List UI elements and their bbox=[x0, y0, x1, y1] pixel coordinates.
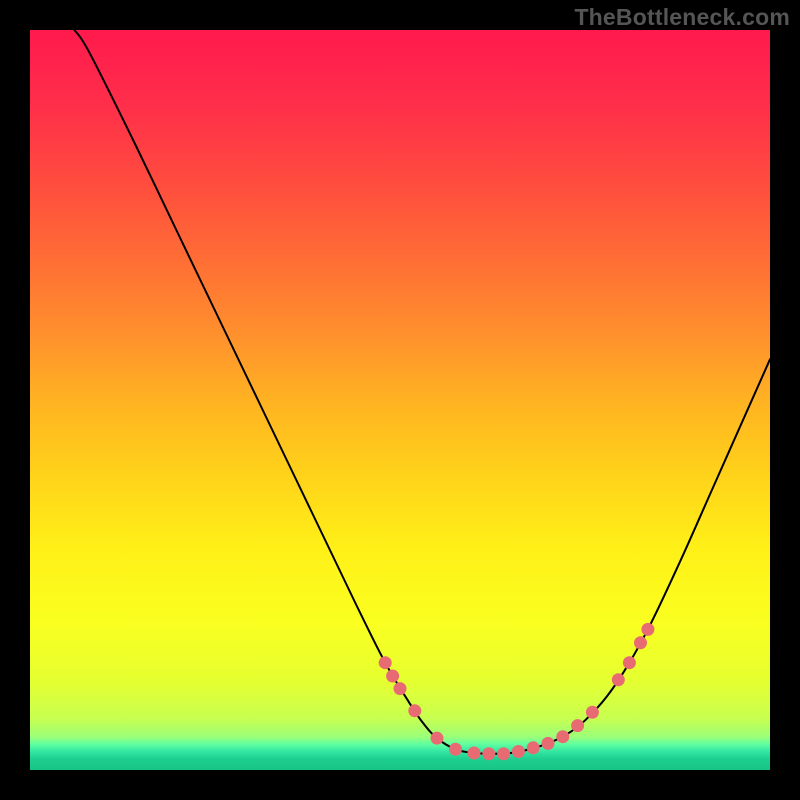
curve-marker bbox=[623, 656, 636, 669]
bottleneck-chart bbox=[30, 30, 770, 770]
curve-marker bbox=[431, 732, 444, 745]
curve-marker bbox=[379, 656, 392, 669]
curve-marker bbox=[634, 636, 647, 649]
chart-background bbox=[30, 30, 770, 770]
curve-marker bbox=[571, 719, 584, 732]
curve-marker bbox=[449, 743, 462, 756]
curve-marker bbox=[586, 706, 599, 719]
curve-marker bbox=[612, 673, 625, 686]
curve-marker bbox=[468, 746, 481, 759]
curve-marker bbox=[641, 623, 654, 636]
watermark-label: TheBottleneck.com bbox=[574, 4, 790, 31]
curve-marker bbox=[482, 747, 495, 760]
curve-marker bbox=[394, 682, 407, 695]
curve-marker bbox=[542, 737, 555, 750]
plot-area bbox=[30, 30, 770, 770]
curve-marker bbox=[527, 741, 540, 754]
curve-marker bbox=[556, 730, 569, 743]
curve-marker bbox=[386, 670, 399, 683]
chart-frame: TheBottleneck.com bbox=[0, 0, 800, 800]
curve-marker bbox=[497, 747, 510, 760]
curve-marker bbox=[512, 745, 525, 758]
curve-marker bbox=[408, 704, 421, 717]
